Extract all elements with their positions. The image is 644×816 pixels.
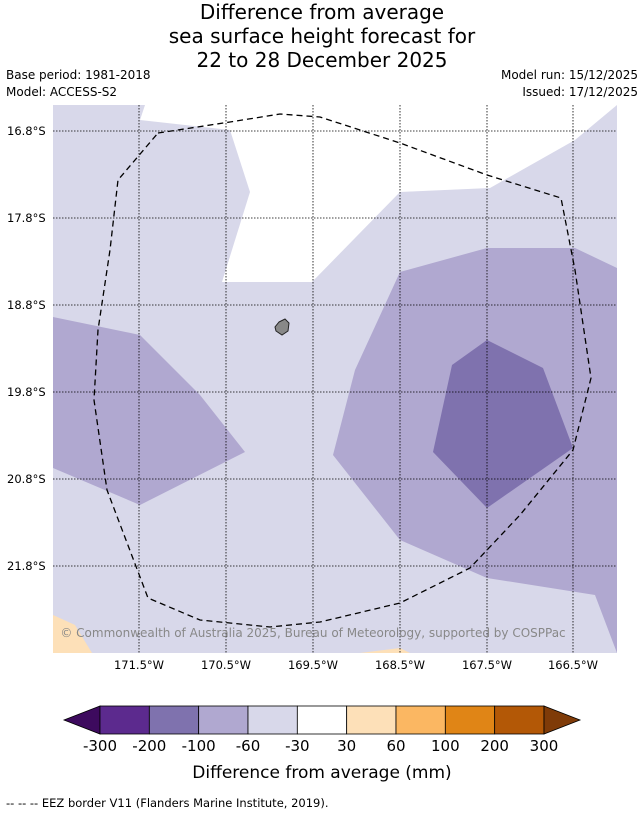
colorbar-tick-label: 300: [530, 737, 559, 755]
meta-right: Model run: 15/12/2025 Issued: 17/12/2025: [501, 67, 638, 101]
lat-label-5: 20.8°S: [7, 472, 46, 486]
colorbar-swatch: [296, 705, 348, 735]
map-gridlines: [53, 105, 617, 653]
lat-label-4: 19.8°S: [7, 385, 46, 399]
island-land: [274, 318, 290, 336]
base-period: Base period: 1981-2018: [6, 68, 151, 82]
colorbar-swatches: [62, 705, 582, 735]
colorbar-swatch: [247, 705, 298, 735]
title-line-3: 22 to 28 December 2025: [196, 48, 448, 72]
eez-legend-symbol: -- -- --: [6, 796, 39, 810]
title-line-2: sea surface height forecast for: [168, 24, 476, 48]
colorbar-tick-label: -200: [132, 737, 166, 755]
colorbar-tick-label: 60: [386, 737, 405, 755]
lon-label-4: 168.5°W: [375, 658, 425, 672]
meta-left: Base period: 1981-2018 Model: ACCESS-S2: [6, 67, 151, 101]
lon-label-1: 171.5°W: [114, 658, 164, 672]
colorbar-swatch: [148, 705, 200, 735]
colorbar-title: Difference from average (mm): [192, 763, 451, 783]
lon-label-2: 170.5°W: [201, 658, 251, 672]
contour-neg-60-100-west: [53, 317, 245, 505]
colorbar-extend-low: [62, 705, 101, 735]
colorbar-swatch: [346, 705, 397, 735]
colorbar-labels: -300 -200 -100 -60 -30 30 60 100 200 300: [83, 737, 558, 755]
eez-legend-text: EEZ border V11 (Flanders Marine Institut…: [41, 796, 329, 810]
colorbar-swatch: [494, 705, 545, 735]
lon-label-6: 166.5°W: [548, 658, 598, 672]
colorbar-tick-label: -100: [182, 737, 216, 755]
colorbar-tick-label: -300: [83, 737, 117, 755]
lat-label-1: 16.8°S: [7, 124, 46, 138]
longitude-labels: 171.5°W 170.5°W 169.5°W 168.5°W 167.5°W …: [114, 658, 598, 672]
colorbar-swatch: [198, 705, 249, 735]
lat-label-3: 18.8°S: [7, 298, 46, 312]
lon-label-5: 167.5°W: [462, 658, 512, 672]
colorbar-tick-label: 30: [337, 737, 356, 755]
colorbar-tick-label: 100: [431, 737, 460, 755]
colorbar-tick-label: -30: [285, 737, 310, 755]
copyright-text: © Commonwealth of Australia 2025, Bureau…: [60, 626, 565, 640]
lat-label-6: 21.8°S: [7, 559, 46, 573]
lat-label-2: 17.8°S: [7, 211, 46, 225]
model-name: Model: ACCESS-S2: [6, 85, 118, 99]
colorbar-swatch: [444, 705, 496, 735]
colorbar-tick-label: 200: [480, 737, 509, 755]
contour-pos-30-60-south: [360, 648, 410, 653]
title-line-1: Difference from average: [199, 0, 445, 24]
colorbar-extend-high: [543, 705, 582, 735]
contour-neg-30-60-top-left: [53, 105, 145, 192]
colorbar-swatch: [395, 705, 446, 735]
contour-neg-100-200: [433, 340, 573, 508]
chart-title: Difference from average sea surface heig…: [0, 0, 644, 72]
colorbar-tick-label: -60: [236, 737, 261, 755]
contour-pos-30-60-southwest: [53, 615, 92, 653]
eez-border: [93, 113, 592, 628]
colorbar: -300 -200 -100 -60 -30 30 60 100 200 300 Differen…: [62, 705, 582, 783]
model-run: Model run: 15/12/2025: [500, 68, 638, 82]
issued-date: Issued: 17/12/2025: [522, 85, 638, 99]
map-area: © Commonwealth of Australia 2025, Bureau…: [53, 105, 617, 653]
colorbar-swatch: [99, 705, 150, 735]
latitude-labels: 16.8°S 17.8°S 18.8°S 19.8°S 20.8°S 21.8°…: [7, 124, 46, 573]
footer-legend: -- -- -- EEZ border V11 (Flanders Marine…: [6, 796, 329, 810]
lon-label-3: 169.5°W: [288, 658, 338, 672]
